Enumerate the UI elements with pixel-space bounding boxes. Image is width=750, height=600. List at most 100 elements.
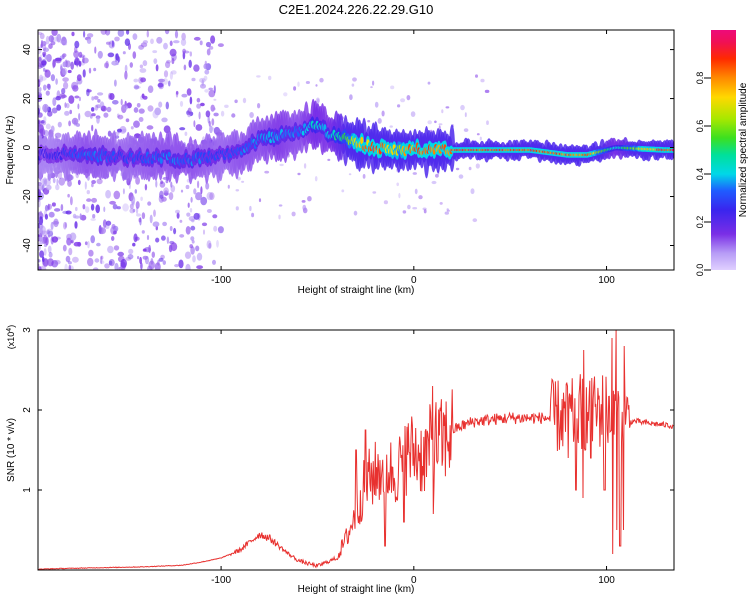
heatmap-noise-blob — [38, 79, 41, 86]
heatmap-noise-blob — [203, 75, 208, 81]
heatmap-noise-blob — [195, 245, 200, 252]
heatmap-noise-blob — [126, 30, 130, 35]
heatmap-noise-blob — [383, 200, 388, 205]
heatmap-noise-blob — [475, 163, 480, 169]
heatmap-noise-blob — [82, 204, 86, 210]
heatmap-noise-blob — [161, 235, 166, 241]
heatmap-noise-blob — [38, 79, 41, 88]
heatmap-noise-blob — [301, 200, 306, 203]
heatmap-noise-blob — [70, 239, 74, 244]
heatmap-noise-blob — [407, 204, 411, 210]
heatmap-noise-blob — [136, 213, 141, 217]
heatmap-noise-blob — [52, 221, 60, 225]
heatmap-noise-blob — [47, 258, 54, 267]
heatmap-noise-blob — [116, 206, 121, 210]
heatmap-noise-blob — [94, 46, 97, 54]
heatmap-noise-blob — [39, 225, 46, 235]
heatmap-noise-blob — [97, 50, 103, 59]
heatmap-noise-blob — [73, 50, 80, 59]
heatmap-noise-blob — [38, 236, 43, 241]
heatmap-noise-blob — [200, 102, 205, 107]
heatmap-noise-blob — [480, 78, 485, 83]
heatmap-noise-blob — [68, 247, 73, 256]
heatmap-noise-blob — [423, 209, 427, 214]
heatmap-noise-blob — [68, 95, 75, 104]
heatmap-noise-blob — [84, 181, 87, 190]
heatmap-noise-blob — [39, 54, 43, 63]
heatmap-noise-blob — [431, 180, 437, 185]
heatmap-noise-blob — [72, 213, 77, 219]
heatmap-noise-blob — [60, 204, 64, 211]
heatmap-noise-blob — [56, 33, 62, 43]
heatmap-noise-blob — [400, 98, 406, 103]
y-tick-label: 3 — [22, 327, 33, 333]
heatmap-noise-blob — [169, 48, 177, 57]
heatmap-noise-blob — [341, 189, 345, 193]
y-tick-label: 20 — [22, 93, 33, 105]
heatmap-noise-blob — [38, 62, 43, 69]
heatmap-noise-blob — [91, 107, 95, 112]
heatmap-noise-blob — [414, 188, 418, 195]
heatmap-noise-blob — [50, 221, 54, 230]
heatmap-noise-blob — [446, 208, 449, 211]
heatmap-noise-blob — [204, 89, 209, 93]
heatmap-noise-blob — [152, 221, 160, 227]
heatmap-noise-blob — [77, 103, 80, 110]
heatmap-noise-blob — [171, 57, 175, 65]
heatmap-noise-blob — [107, 52, 115, 58]
heatmap-noise-blob — [213, 107, 216, 111]
heatmap-noise-blob — [105, 60, 109, 69]
heatmap-noise-blob — [168, 192, 174, 201]
heatmap-noise-blob — [40, 224, 44, 229]
heatmap-noise-blob — [44, 105, 47, 114]
heatmap-noise-blob — [147, 201, 152, 206]
heatmap-noise-blob — [86, 88, 90, 97]
heatmap-noise-blob — [62, 244, 67, 252]
heatmap-noise-blob — [427, 81, 431, 85]
heatmap-noise-blob — [184, 251, 192, 259]
heatmap-noise-blob — [327, 158, 331, 161]
heatmap-noise-blob — [227, 184, 230, 189]
heatmap-noise-blob — [211, 118, 215, 126]
heatmap-noise-blob — [161, 117, 168, 123]
heatmap-noise-blob — [367, 120, 371, 123]
heatmap-noise-blob — [205, 110, 211, 118]
heatmap-noise-blob — [62, 53, 65, 59]
heatmap-noise-blob — [195, 124, 203, 131]
heatmap-noise-blob — [213, 85, 216, 94]
heatmap-noise-blob — [83, 30, 86, 38]
heatmap-noise-blob — [120, 258, 127, 268]
heatmap-noise-blob — [135, 176, 141, 185]
spectrogram-y-ticks: -40 -20 0 20 40 — [22, 44, 674, 253]
heatmap-noise-blob — [67, 193, 70, 198]
heatmap-noise-blob — [213, 112, 219, 117]
heatmap-noise-blob — [458, 174, 464, 179]
heatmap-noise-blob — [197, 180, 200, 189]
heatmap-noise-blob — [39, 210, 42, 215]
heatmap-noise-blob — [68, 120, 71, 127]
y-tick-label: 2 — [22, 407, 33, 413]
heatmap-noise-blob — [213, 225, 218, 232]
heatmap-noise-blob — [40, 76, 47, 81]
heatmap-noise-blob — [95, 204, 100, 214]
heatmap-noise-blob — [52, 60, 55, 69]
heatmap-noise-blob — [132, 242, 136, 247]
heatmap-noise-blob — [139, 256, 143, 265]
heatmap-noise-blob — [220, 110, 225, 117]
heatmap-noise-blob — [166, 59, 171, 64]
heatmap-noise-blob — [196, 97, 201, 103]
heatmap-noise-blob — [139, 64, 144, 69]
heatmap-noise-blob — [132, 51, 137, 59]
heatmap-noise-blob — [65, 103, 70, 109]
heatmap-noise-blob — [179, 234, 185, 238]
heatmap-noise-blob — [190, 196, 193, 203]
heatmap-noise-blob — [464, 112, 467, 118]
heatmap-noise-blob — [117, 128, 122, 133]
snr-y-label: SNR (10 * v/v) — [6, 418, 17, 482]
colorbar: 0.0 0.2 0.4 0.6 0.8 Normalized spectral ampl… — [695, 30, 749, 276]
colorbar-gradient — [711, 30, 736, 270]
heatmap-noise-blob — [85, 206, 90, 214]
heatmap-noise-blob — [257, 103, 261, 109]
heatmap-noise-blob — [123, 105, 129, 110]
heatmap-noise-blob — [105, 220, 112, 226]
